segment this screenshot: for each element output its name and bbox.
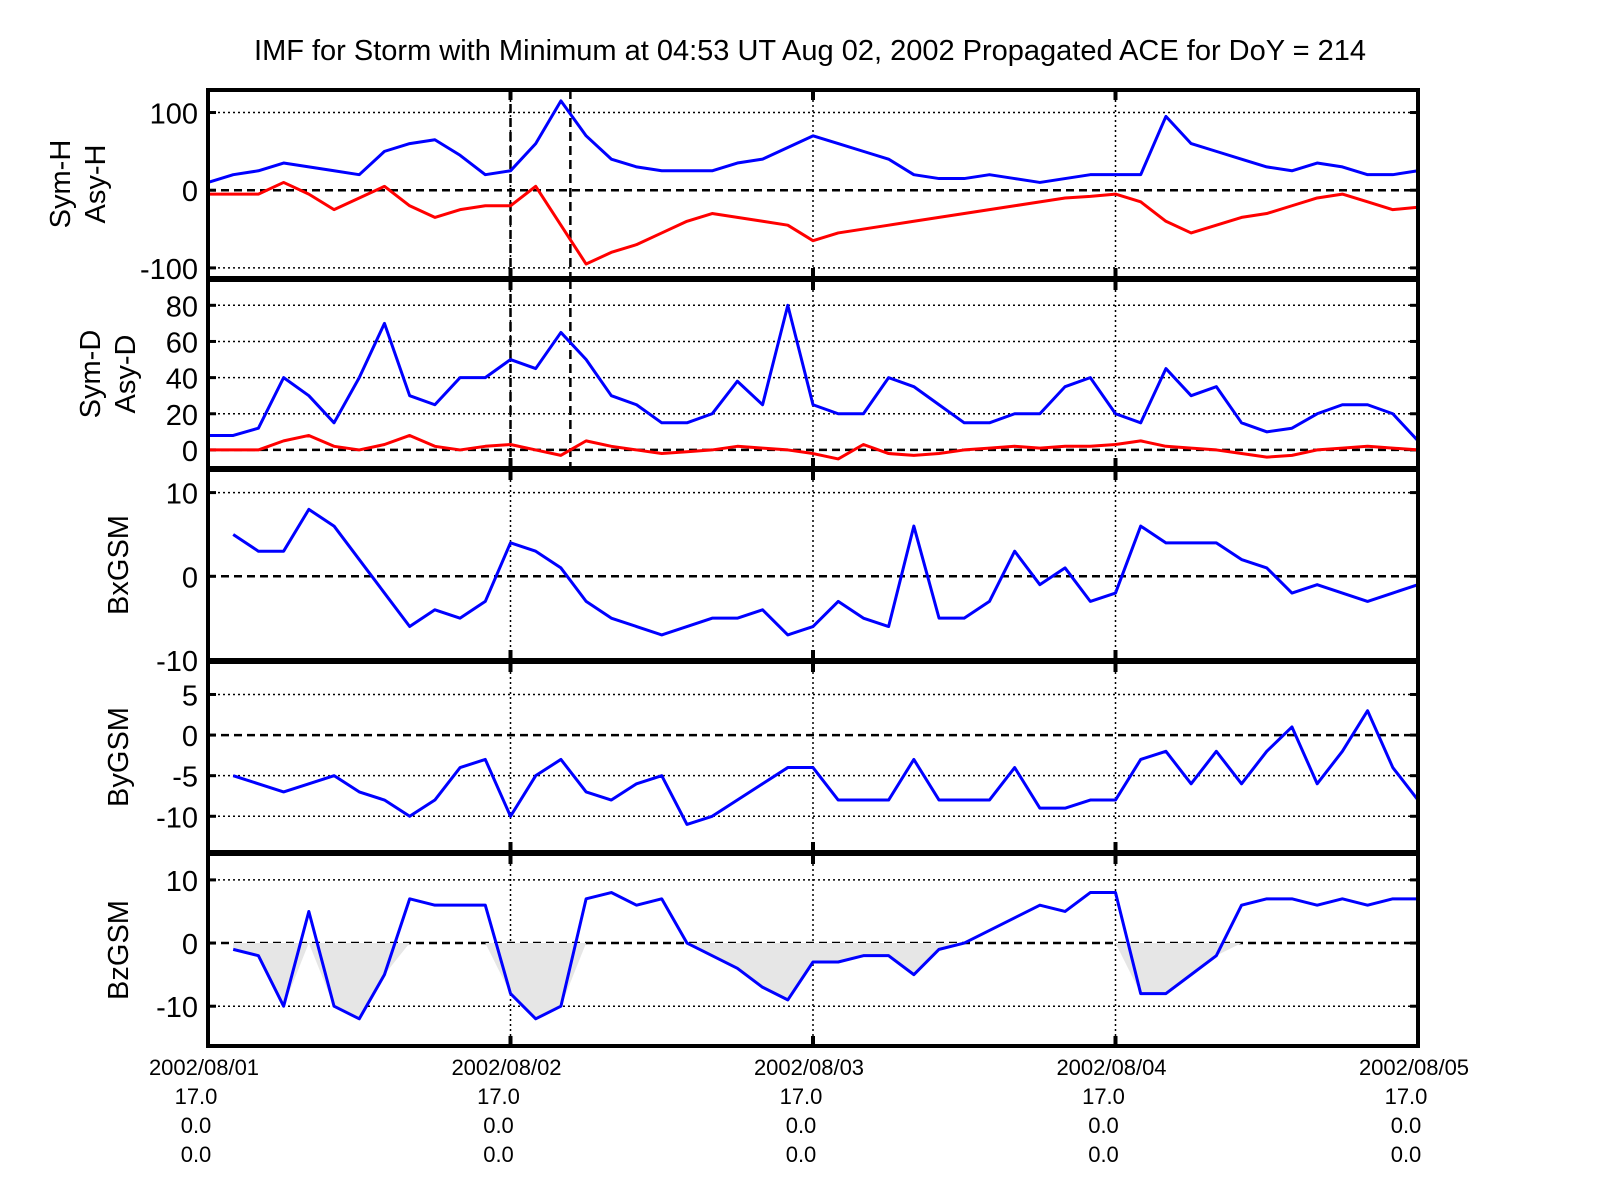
data-layer — [208, 303, 1418, 461]
y-axis-label: Sym-D — [75, 330, 107, 419]
x-tick-date: 2002/08/05 — [1359, 1055, 1469, 1080]
x-tick-value: 0.0 — [181, 1142, 212, 1167]
x-tick-value: 17.0 — [1082, 1084, 1125, 1109]
x-tick-label-group: 2002/08/04 17.0 0.0 0.0 — [1056, 1055, 1166, 1167]
y-tick-label: 10 — [166, 866, 198, 898]
panel-2: 80 60 40 20 0 Sym-D Asy-D — [75, 278, 1420, 470]
negative-bz-shading — [233, 943, 1418, 1019]
x-tick-value: 0.0 — [786, 1142, 817, 1167]
x-tick-value: 0.0 — [181, 1113, 212, 1138]
panel-1: 100 0 -100 Sym-H Asy-H — [45, 88, 1420, 286]
series-line-sym-d — [208, 433, 1418, 461]
x-tick-value: 0.0 — [483, 1113, 514, 1138]
y-tick-label: 100 — [150, 99, 198, 131]
y-tick-label: -5 — [172, 762, 198, 794]
data-layer — [232, 507, 1418, 637]
y-axis-label: BzGSM — [103, 900, 135, 1000]
x-tick-date: 2002/08/01 — [149, 1055, 259, 1080]
series-line-asy-h — [208, 99, 1418, 184]
y-axis-label: BxGSM — [103, 515, 135, 615]
x-tick-date: 2002/08/03 — [754, 1055, 864, 1080]
x-tick-value: 17.0 — [477, 1084, 520, 1109]
panel-4: 5 0 -5 -10 ByGSM — [103, 660, 1420, 854]
y-tick-label: 0 — [182, 929, 198, 961]
y-tick-label: 60 — [166, 327, 198, 359]
x-tick-value: 0.0 — [1088, 1113, 1119, 1138]
y-tick-label: 20 — [166, 400, 198, 432]
y-tick-label: -10 — [156, 992, 198, 1024]
x-tick-value: 0.0 — [1391, 1142, 1422, 1167]
y-axis-label: Asy-H — [80, 145, 112, 224]
panel-frame — [206, 88, 1420, 280]
x-tick-date: 2002/08/04 — [1056, 1055, 1166, 1080]
y-tick-label: 80 — [166, 291, 198, 323]
y-tick-label: -10 — [156, 646, 198, 678]
series-line-bygsm — [232, 709, 1418, 826]
panel-frame — [206, 278, 1420, 470]
chart-title: IMF for Storm with Minimum at 04:53 UT A… — [254, 35, 1366, 67]
series-line-sym-h — [208, 180, 1418, 266]
y-tick-label: 10 — [166, 479, 198, 511]
y-tick-label: -100 — [140, 254, 198, 286]
y-tick-label: 0 — [182, 721, 198, 753]
x-tick-value: 0.0 — [786, 1113, 817, 1138]
data-layer — [232, 891, 1418, 1021]
y-axis-label: Sym-H — [45, 140, 77, 229]
y-axis-label: ByGSM — [103, 707, 135, 807]
series-line-bzgsm — [232, 891, 1418, 1021]
x-tick-date: 2002/08/02 — [451, 1055, 561, 1080]
x-tick-value: 17.0 — [1385, 1084, 1428, 1109]
x-tick-label-group: 2002/08/02 17.0 0.0 0.0 — [451, 1055, 561, 1167]
x-tick-label-group: 2002/08/03 17.0 0.0 0.0 — [754, 1055, 864, 1167]
x-tick-value: 0.0 — [483, 1142, 514, 1167]
x-tick-label-group: 2002/08/05 17.0 0.0 0.0 — [1359, 1055, 1469, 1167]
series-line-asy-d — [208, 303, 1418, 442]
series-line-bxgsm — [232, 507, 1418, 637]
y-tick-label: -10 — [156, 802, 198, 834]
panel-3: 10 0 -10 BxGSM — [103, 468, 1420, 678]
panel-5: 10 0 -10 BzGSM — [103, 852, 1420, 1048]
y-axis-label: Asy-D — [110, 335, 142, 414]
x-tick-value: 17.0 — [780, 1084, 823, 1109]
y-tick-label: 0 — [182, 176, 198, 208]
data-layer — [232, 709, 1418, 826]
y-tick-label: 0 — [182, 562, 198, 594]
y-tick-label: 40 — [166, 364, 198, 396]
x-tick-value: 0.0 — [1088, 1142, 1119, 1167]
data-layer — [208, 99, 1418, 266]
x-tick-value: 17.0 — [175, 1084, 218, 1109]
y-tick-label: 0 — [182, 436, 198, 468]
x-tick-label-group: 2002/08/01 17.0 0.0 0.0 — [149, 1055, 259, 1167]
panel-frame — [206, 852, 1420, 1048]
y-tick-label: 5 — [182, 680, 198, 712]
x-tick-value: 0.0 — [1391, 1113, 1422, 1138]
